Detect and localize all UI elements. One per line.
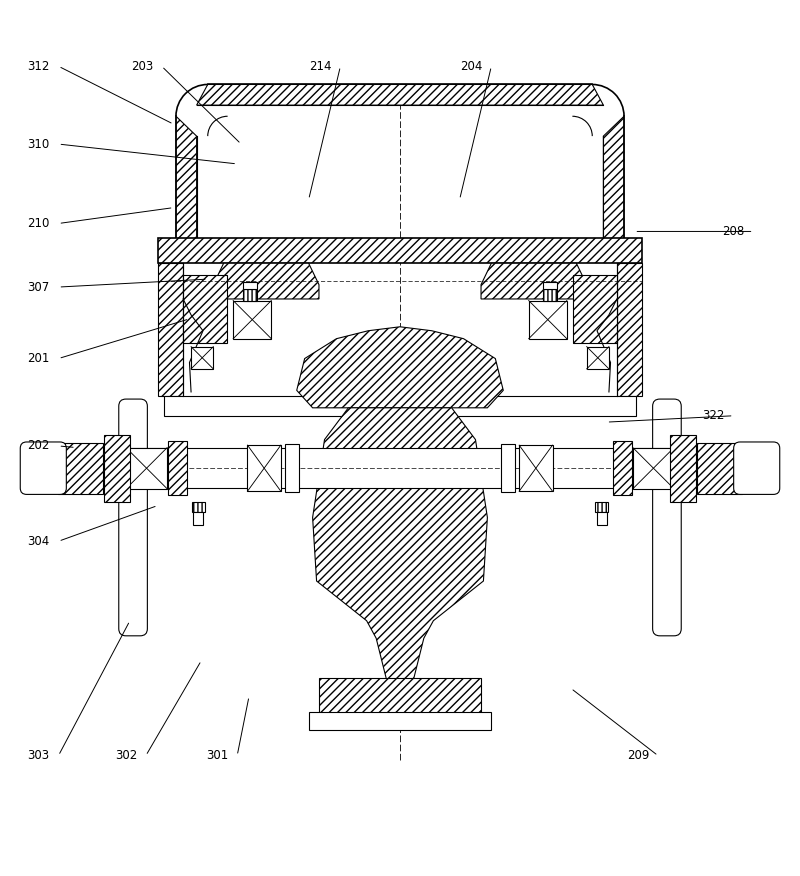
Bar [158,263,183,396]
Bar [192,502,205,512]
Bar [191,347,214,369]
Bar [318,678,482,714]
Text: 303: 303 [27,749,50,762]
Bar [309,712,491,730]
Bar [595,502,608,512]
Bar [168,442,187,495]
Polygon shape [313,408,487,686]
Bar [543,282,558,289]
Text: 302: 302 [114,749,137,762]
Polygon shape [214,263,319,299]
Bar [586,347,609,369]
Bar [670,434,695,502]
Bar [98,449,702,488]
Text: 312: 312 [27,60,50,73]
Bar [242,282,257,289]
Bar [597,512,607,525]
Bar [529,300,567,339]
Bar [126,448,167,489]
Text: 201: 201 [27,352,50,365]
Bar [617,263,642,396]
Polygon shape [176,117,197,244]
Text: 208: 208 [722,225,745,238]
FancyBboxPatch shape [118,399,147,636]
Text: 204: 204 [460,60,482,73]
Bar [697,442,742,493]
Polygon shape [197,84,603,105]
Text: 310: 310 [27,138,50,151]
Polygon shape [603,117,624,244]
Text: 307: 307 [27,280,50,293]
Polygon shape [297,327,503,408]
Text: 214: 214 [310,60,332,73]
Bar [58,442,103,493]
FancyBboxPatch shape [653,399,682,636]
FancyBboxPatch shape [734,442,780,494]
Text: 304: 304 [27,534,50,548]
Text: 209: 209 [627,749,650,762]
Bar [233,300,271,339]
Bar [633,448,674,489]
Bar [183,275,227,343]
Bar [519,445,553,491]
Bar [158,237,642,263]
Bar [164,396,636,416]
Text: 203: 203 [130,60,153,73]
FancyBboxPatch shape [20,442,66,494]
Bar [573,275,617,343]
Text: 322: 322 [702,409,725,422]
Bar [242,289,257,300]
Bar [501,444,515,492]
Text: 202: 202 [27,440,50,452]
Bar [543,289,558,300]
Bar [285,444,299,492]
Bar [613,442,632,495]
Bar [193,512,203,525]
Text: 210: 210 [27,217,50,230]
Bar [105,434,130,502]
Text: 301: 301 [206,749,229,762]
Polygon shape [481,263,586,299]
Bar [247,445,281,491]
